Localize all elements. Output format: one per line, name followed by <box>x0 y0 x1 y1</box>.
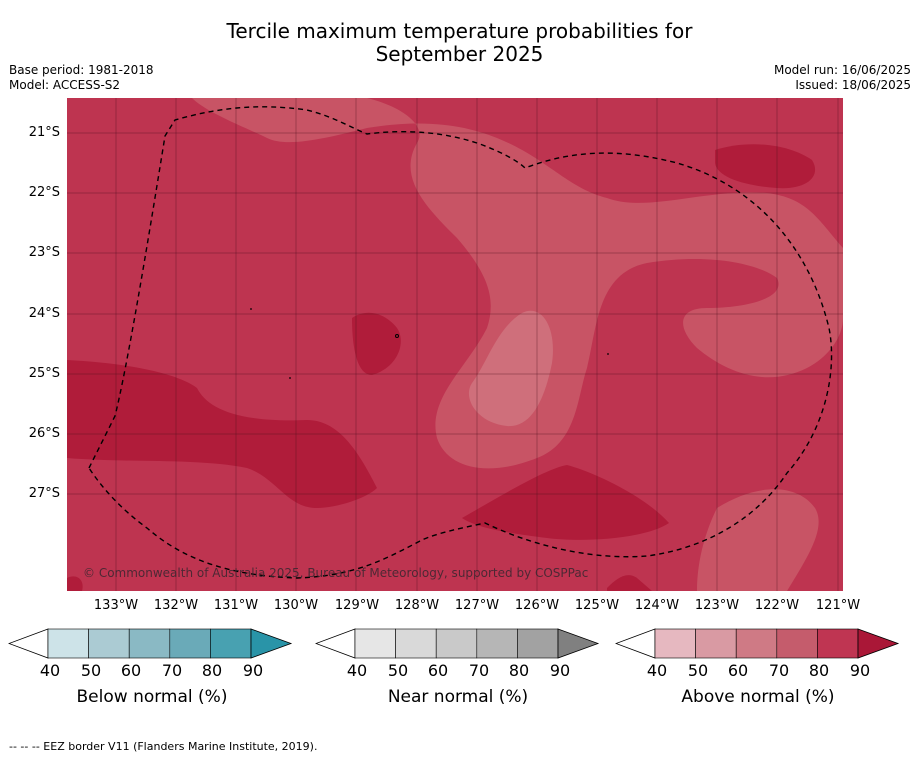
cbar-tick: 50 <box>80 661 102 680</box>
cbar-tick: 90 <box>242 661 264 680</box>
cbar-tick: 70 <box>161 661 183 680</box>
lon-label: 132°W <box>153 598 199 613</box>
copyright-text: © Commonwealth of Australia 2025, Bureau… <box>83 566 589 580</box>
colorbar-segment <box>88 628 130 659</box>
colorbar-near <box>314 628 605 664</box>
cbar-tick: 80 <box>201 661 223 680</box>
title-line-1: Tercile maximum temperature probabilitie… <box>226 19 693 43</box>
lon-label: 129°W <box>334 598 380 613</box>
cbar-tick: 70 <box>768 661 790 680</box>
map-title: Tercile maximum temperature probabilitie… <box>0 20 919 66</box>
lat-label: 22°S <box>28 185 60 200</box>
probability-map <box>67 98 843 591</box>
lon-label: 127°W <box>454 598 500 613</box>
lon-label: 122°W <box>754 598 800 613</box>
colorbar-above <box>614 628 905 664</box>
lon-label: 128°W <box>394 598 440 613</box>
probability-band-80-90-west <box>67 360 377 508</box>
colorbar-segment <box>654 628 696 659</box>
meta-right: Model run: 16/06/2025 Issued: 18/06/2025 <box>774 63 911 93</box>
cbar-tick: 60 <box>120 661 142 680</box>
lat-label: 25°S <box>28 366 60 381</box>
colorbar-segment <box>354 628 396 659</box>
cbar-tick: 80 <box>808 661 830 680</box>
map-svg <box>67 98 843 591</box>
base-period: Base period: 1981-2018 <box>9 63 154 77</box>
probability-band-80-90-southeast <box>607 575 652 591</box>
lat-label: 21°S <box>28 125 60 140</box>
probability-band-50-60 <box>468 310 553 427</box>
colorbar-upper-extend <box>250 628 293 659</box>
probability-band-80-90-northeast <box>715 144 816 189</box>
lon-label: 131°W <box>213 598 259 613</box>
cbar-tick: 60 <box>727 661 749 680</box>
colorbar-upper-extend <box>557 628 600 659</box>
colorbar-near-svg <box>314 628 600 659</box>
issued-date: Issued: 18/06/2025 <box>795 78 911 92</box>
colorbar-segment <box>210 628 252 659</box>
colorbar-below-svg <box>7 628 293 659</box>
colorbar-segment <box>735 628 778 659</box>
lon-label: 133°W <box>93 598 139 613</box>
probability-band-80-90-center <box>352 312 401 375</box>
colorbar-segment <box>47 628 89 659</box>
colorbar-lower-extend <box>614 628 656 659</box>
colorbar-segment <box>695 628 737 659</box>
cbar-tick: 70 <box>468 661 490 680</box>
cbar-tick: 90 <box>849 661 871 680</box>
eez-border <box>88 106 833 579</box>
lat-label: 27°S <box>28 486 60 501</box>
lat-label: 26°S <box>28 426 60 441</box>
colorbar-above-title: Above normal (%) <box>681 687 835 707</box>
colorbar-segment <box>435 628 478 659</box>
island-marker-1 <box>395 334 399 338</box>
cbar-tick: 40 <box>346 661 368 680</box>
colorbar-segment <box>517 628 559 659</box>
probability-band-80-90-south <box>462 465 669 540</box>
colorbar-below-title: Below normal (%) <box>76 687 228 707</box>
model-name: Model: ACCESS-S2 <box>9 78 121 92</box>
cbar-tick: 40 <box>39 661 61 680</box>
cbar-tick: 50 <box>687 661 709 680</box>
colorbar-near-title: Near normal (%) <box>387 687 529 707</box>
colorbar-below <box>7 628 298 664</box>
lon-label: 123°W <box>694 598 740 613</box>
island-marker-4 <box>607 353 609 355</box>
cbar-tick: 50 <box>387 661 409 680</box>
cbar-tick: 40 <box>646 661 668 680</box>
colorbar-segment <box>776 628 818 659</box>
colorbar-lower-extend <box>7 628 49 659</box>
probability-band-60-70 <box>192 98 843 469</box>
island-marker-2 <box>250 308 252 310</box>
eez-footnote: -- -- -- EEZ border V11 (Flanders Marine… <box>9 740 318 753</box>
cbar-tick: 60 <box>427 661 449 680</box>
colorbar-segment <box>817 628 859 659</box>
colorbar-segment <box>128 628 171 659</box>
lat-label: 24°S <box>28 306 60 321</box>
lon-label: 121°W <box>815 598 861 613</box>
cbar-tick: 90 <box>549 661 571 680</box>
colorbar-segment <box>476 628 518 659</box>
colorbar-lower-extend <box>314 628 356 659</box>
lat-label: 23°S <box>28 245 60 260</box>
colorbar-upper-extend <box>857 628 900 659</box>
colorbar-segment <box>169 628 211 659</box>
probability-band-80-90-southwest <box>67 576 83 591</box>
lon-label: 124°W <box>634 598 680 613</box>
graticule <box>67 98 843 591</box>
meta-left: Base period: 1981-2018 Model: ACCESS-S2 <box>9 63 154 93</box>
lon-label: 130°W <box>273 598 319 613</box>
lon-label: 126°W <box>514 598 560 613</box>
model-run: Model run: 16/06/2025 <box>773 63 911 77</box>
colorbar-segment <box>395 628 437 659</box>
cbar-tick: 80 <box>508 661 530 680</box>
probability-band-60-70-east <box>697 489 819 591</box>
island-marker-3 <box>289 377 291 379</box>
lon-label: 125°W <box>574 598 620 613</box>
title-line-2: September 2025 <box>375 42 544 66</box>
colorbar-above-svg <box>614 628 900 659</box>
